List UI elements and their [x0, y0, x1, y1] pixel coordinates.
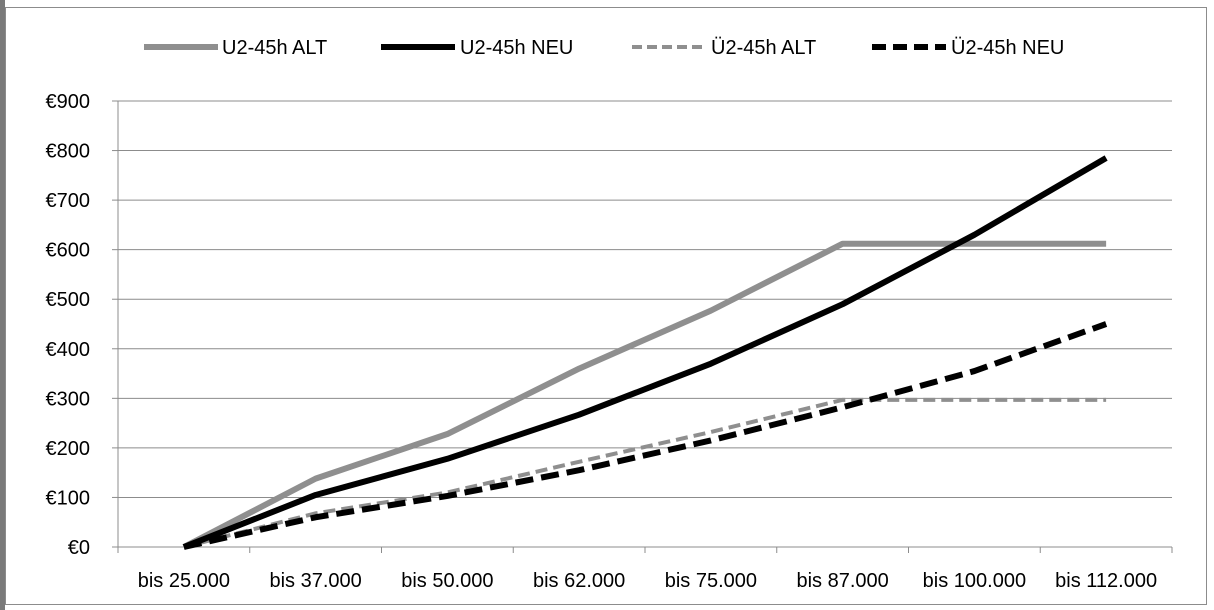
x-tick-label: bis 50.000 [401, 570, 493, 592]
series-line-0 [182, 240, 1107, 550]
series-line-1 [182, 155, 1108, 550]
series-lines [182, 155, 1108, 550]
grid-lines [118, 100, 1172, 498]
y-tick-label: €400 [46, 339, 91, 361]
x-tick-label: bis 75.000 [665, 570, 757, 592]
chart-frame [5, 7, 1207, 605]
y-tick-labels: €0 €100 €200 €300 €400 €500 €600 €700 €800 €900 [46, 91, 91, 559]
x-tick-label: bis 100.000 [923, 570, 1026, 592]
y-tick-label: €200 [46, 438, 91, 460]
left-border-bar [0, 0, 5, 610]
y-tick-label: €500 [46, 289, 91, 311]
y-tick-label: €0 [68, 537, 90, 559]
series-line-2 [183, 397, 1107, 549]
axes [112, 100, 1173, 553]
legend-label-3: Ü2-45h NEU [951, 37, 1064, 59]
legend-label-1: U2-45h NEU [460, 37, 573, 59]
series-line-3 [183, 321, 1108, 550]
y-tick-label: €600 [46, 240, 91, 262]
y-tick-label: €300 [46, 388, 91, 410]
x-tick-label: bis 25.000 [138, 570, 230, 592]
x-tick-label: bis 112.000 [1055, 570, 1157, 592]
legend-label-0: U2-45h ALT [222, 37, 327, 59]
x-tick-label: bis 62.000 [533, 570, 625, 592]
y-tick-label: €800 [46, 141, 91, 163]
legend-label-2: Ü2-45h ALT [711, 37, 816, 59]
y-tick-label: €900 [46, 91, 91, 113]
x-tick-label: bis 87.000 [796, 570, 888, 592]
legend: U2-45h ALT U2-45h NEU Ü2-45h ALT Ü2-45h NEU [144, 37, 1064, 59]
x-tick-label: bis 37.000 [269, 570, 361, 592]
y-tick-label: €700 [46, 190, 91, 212]
y-tick-label: €100 [46, 487, 91, 509]
x-tick-labels: bis 25.000 bis 37.000 bis 50.000 bis 62.000… [138, 570, 1157, 592]
